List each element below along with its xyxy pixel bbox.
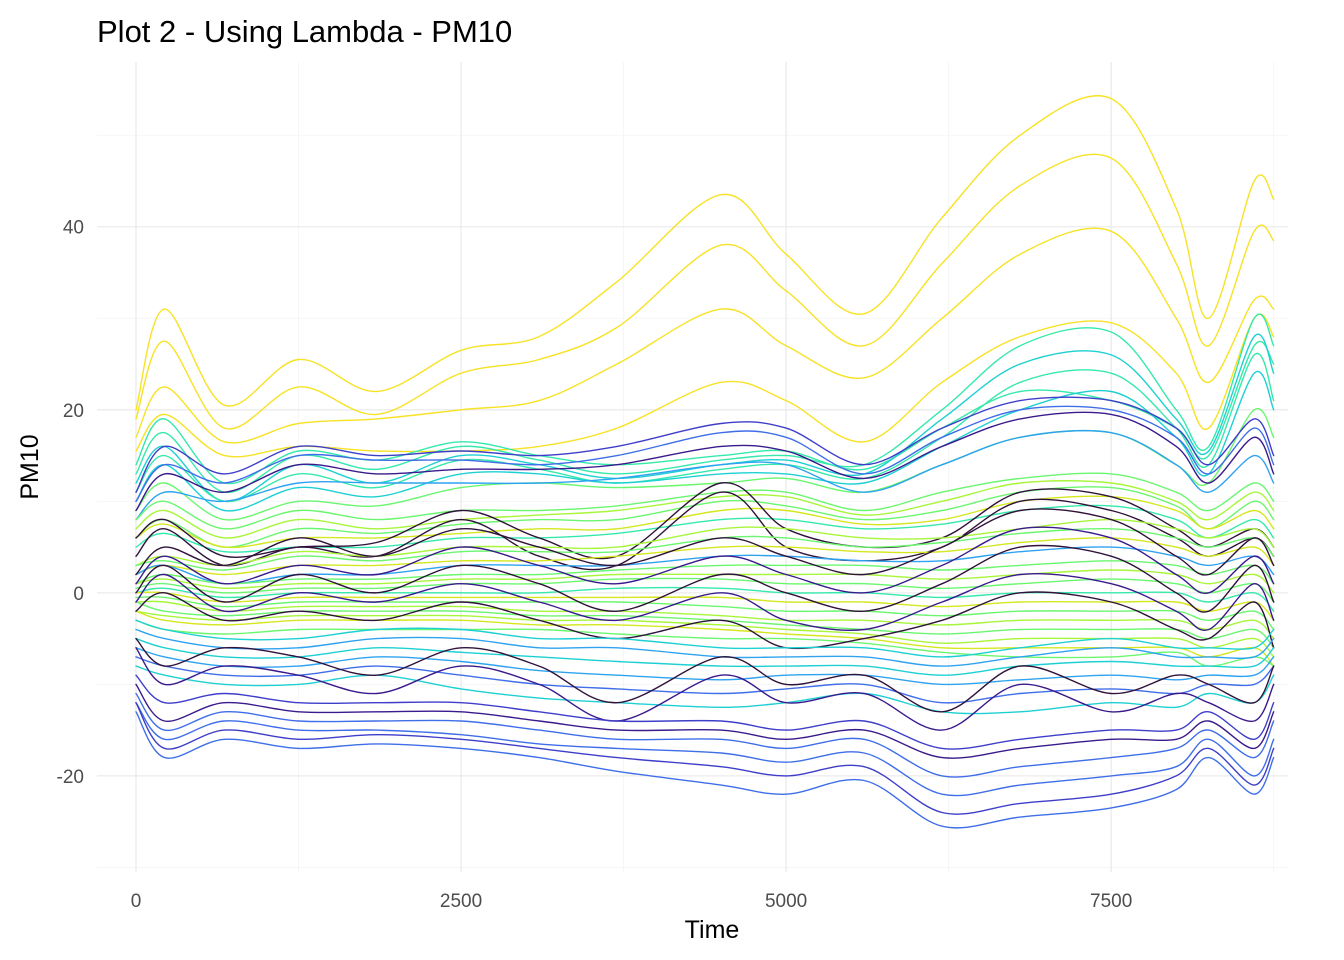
series-line-47 xyxy=(135,665,1275,715)
x-tick-label: 7500 xyxy=(1090,891,1132,912)
series-line-16 xyxy=(135,480,1275,539)
series-line-51 xyxy=(135,683,1275,759)
y-tick-label: 20 xyxy=(63,401,84,422)
x-tick-label: 5000 xyxy=(765,891,807,912)
series-line-17 xyxy=(135,486,1275,548)
series-line-53 xyxy=(135,702,1275,797)
series-line-11 xyxy=(135,396,1275,493)
series-line-1 xyxy=(135,95,1275,411)
series-line-38 xyxy=(135,526,1275,594)
series-line-3 xyxy=(135,227,1275,444)
series-layer xyxy=(135,95,1275,829)
series-line-15 xyxy=(135,472,1275,530)
y-tick-label: 40 xyxy=(63,218,84,239)
series-line-32 xyxy=(135,600,1275,640)
series-line-28 xyxy=(135,577,1275,603)
x-axis-title: Time xyxy=(685,916,740,944)
series-line-34 xyxy=(135,610,1275,658)
series-line-26 xyxy=(135,560,1275,585)
y-axis-title: PM10 xyxy=(16,434,44,499)
chart-title: Plot 2 - Using Lambda - PM10 xyxy=(97,14,512,49)
series-line-39 xyxy=(135,544,1275,613)
series-line-40 xyxy=(135,573,1275,632)
series-line-7 xyxy=(135,333,1275,503)
series-line-52 xyxy=(135,692,1275,778)
series-line-2 xyxy=(135,153,1275,430)
x-tick-label: 2500 xyxy=(440,891,482,912)
y-axis-ticks: -20 0 20 40 xyxy=(57,218,84,788)
series-line-22 xyxy=(135,518,1275,567)
x-axis-ticks: 0 2500 5000 7500 xyxy=(131,891,1133,912)
series-line-6 xyxy=(135,313,1275,493)
series-line-43 xyxy=(135,628,1275,667)
series-line-8 xyxy=(135,352,1275,503)
series-line-23 xyxy=(135,527,1275,571)
series-line-54 xyxy=(135,702,1275,815)
x-tick-label: 0 xyxy=(131,891,142,912)
y-tick-label: -20 xyxy=(57,767,84,788)
series-line-12 xyxy=(135,405,1275,502)
y-tick-label: 0 xyxy=(73,584,84,605)
series-line-45 xyxy=(135,647,1275,686)
series-line-42 xyxy=(135,619,1275,658)
series-line-36 xyxy=(135,619,1275,667)
series-line-37 xyxy=(135,508,1275,576)
grid xyxy=(97,62,1288,872)
series-line-13 xyxy=(135,411,1275,512)
series-line-21 xyxy=(135,491,1275,571)
series-line-14 xyxy=(135,429,1275,521)
series-line-50 xyxy=(135,674,1275,750)
series-line-55 xyxy=(135,711,1275,829)
series-line-33 xyxy=(135,601,1275,649)
series-line-41 xyxy=(135,591,1275,650)
series-line-49 xyxy=(135,647,1275,731)
series-line-48 xyxy=(135,637,1275,713)
